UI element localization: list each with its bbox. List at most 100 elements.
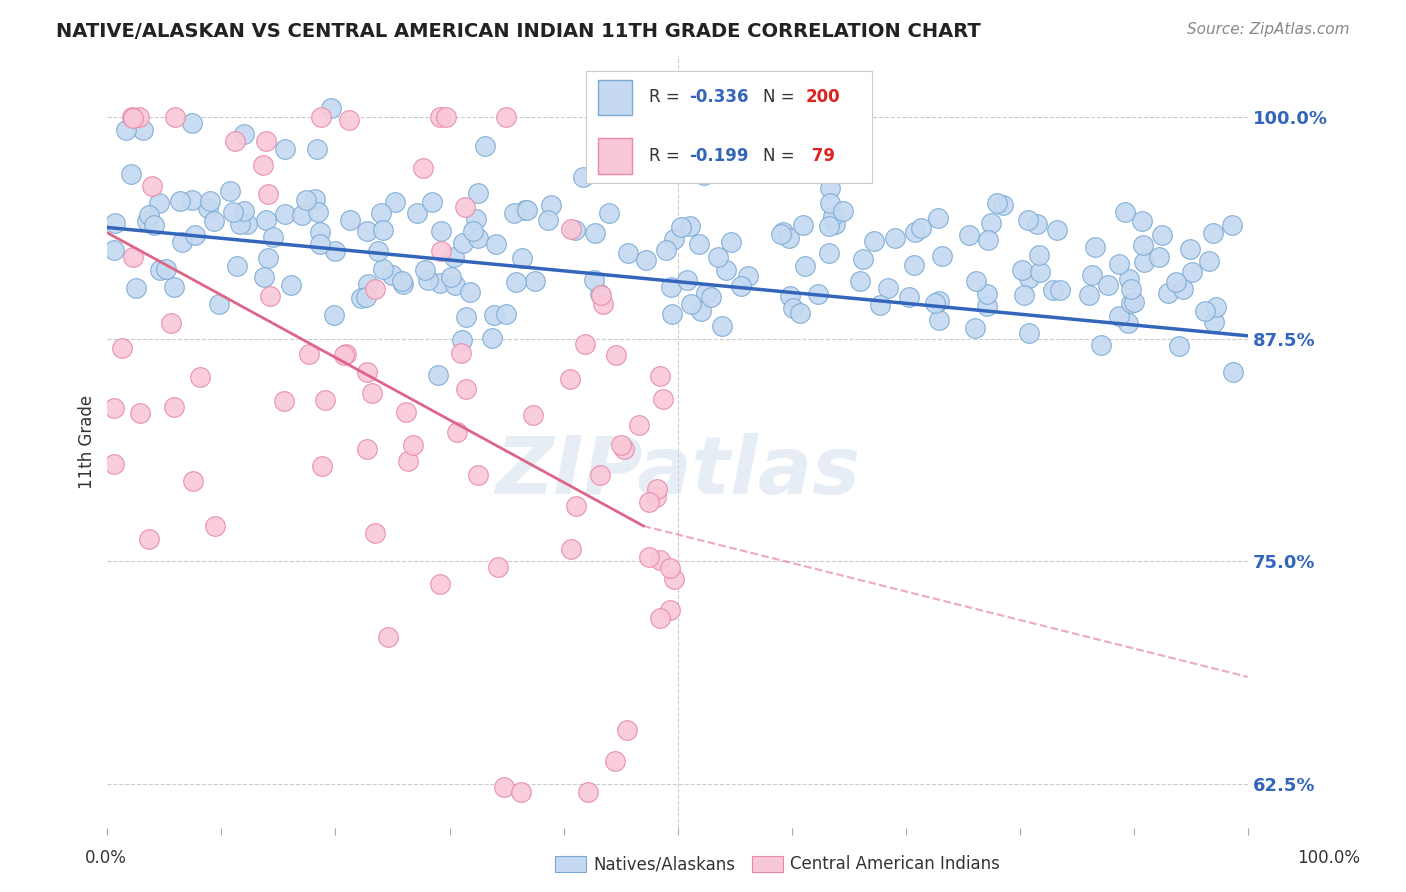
Point [1026, 217, 1049, 231]
Point [591, 288, 613, 302]
Point [181, 474, 204, 488]
Point [730, 279, 752, 293]
Point [695, 286, 717, 301]
Point [613, 442, 636, 457]
Point [659, 603, 682, 617]
Point [1017, 212, 1039, 227]
Point [125, 281, 148, 295]
Point [420, 194, 443, 209]
Point [120, 167, 142, 181]
Point [256, 212, 278, 227]
Point [772, 226, 794, 240]
Point [700, 290, 723, 304]
Point [391, 274, 413, 288]
Point [737, 268, 759, 283]
Point [903, 258, 925, 272]
Point [963, 320, 986, 334]
Point [337, 112, 360, 127]
Point [1205, 300, 1227, 314]
Point [181, 116, 204, 130]
Point [792, 218, 814, 232]
Point [262, 229, 284, 244]
Point [1046, 223, 1069, 237]
Point [1108, 257, 1130, 271]
Point [1178, 242, 1201, 256]
Text: Natives/Alaskans: Natives/Alaskans [593, 855, 735, 873]
Point [1220, 218, 1243, 232]
Point [1132, 238, 1154, 252]
Point [138, 208, 160, 222]
Point [928, 293, 950, 308]
Point [298, 347, 321, 361]
Point [103, 401, 125, 416]
Text: 100.0%: 100.0% [1298, 849, 1360, 867]
Point [295, 194, 318, 208]
Point [1028, 248, 1050, 262]
Point [1084, 240, 1107, 254]
Point [121, 111, 143, 125]
Point [373, 223, 395, 237]
Point [122, 112, 145, 126]
Point [467, 186, 489, 200]
Point [832, 203, 855, 218]
Point [426, 368, 449, 382]
Point [155, 262, 177, 277]
Point [103, 457, 125, 471]
Point [564, 223, 586, 237]
Point [679, 219, 702, 233]
Point [122, 250, 145, 264]
Point [335, 347, 357, 361]
Point [1049, 283, 1071, 297]
Point [818, 180, 841, 194]
Point [135, 214, 157, 228]
Point [412, 161, 434, 176]
Point [446, 425, 468, 440]
Point [818, 246, 841, 260]
Point [1132, 213, 1154, 227]
Point [910, 221, 932, 235]
Point [495, 111, 517, 125]
Point [356, 224, 378, 238]
Point [339, 213, 361, 227]
Point [583, 273, 606, 287]
Point [904, 225, 927, 239]
Point [658, 561, 681, 575]
Point [454, 310, 477, 324]
Text: ZIPatlas: ZIPatlas [495, 434, 860, 511]
Point [356, 365, 378, 379]
Point [1090, 338, 1112, 352]
Point [986, 196, 1008, 211]
Point [481, 331, 503, 345]
Point [333, 348, 356, 362]
Point [429, 224, 451, 238]
Point [309, 111, 332, 125]
Point [377, 631, 399, 645]
Point [104, 215, 127, 229]
Point [645, 482, 668, 496]
Point [416, 273, 439, 287]
Point [381, 268, 404, 282]
Text: NATIVE/ALASKAN VS CENTRAL AMERICAN INDIAN 11TH GRADE CORRELATION CHART: NATIVE/ALASKAN VS CENTRAL AMERICAN INDIA… [56, 22, 981, 41]
Point [373, 262, 395, 277]
Point [638, 495, 661, 509]
Point [688, 237, 710, 252]
Text: Source: ZipAtlas.com: Source: ZipAtlas.com [1187, 22, 1350, 37]
Point [429, 576, 451, 591]
Text: Central American Indians: Central American Indians [790, 855, 1000, 873]
Point [1097, 278, 1119, 293]
Point [863, 234, 886, 248]
Point [311, 459, 333, 474]
Point [976, 287, 998, 301]
Point [396, 454, 419, 468]
Point [977, 233, 1000, 247]
Point [233, 128, 256, 142]
Point [510, 785, 533, 799]
Point [1123, 294, 1146, 309]
Point [319, 102, 342, 116]
Point [616, 723, 638, 737]
Point [1202, 226, 1225, 240]
Point [165, 111, 187, 125]
Point [1167, 339, 1189, 353]
Point [965, 274, 987, 288]
Point [720, 235, 742, 250]
